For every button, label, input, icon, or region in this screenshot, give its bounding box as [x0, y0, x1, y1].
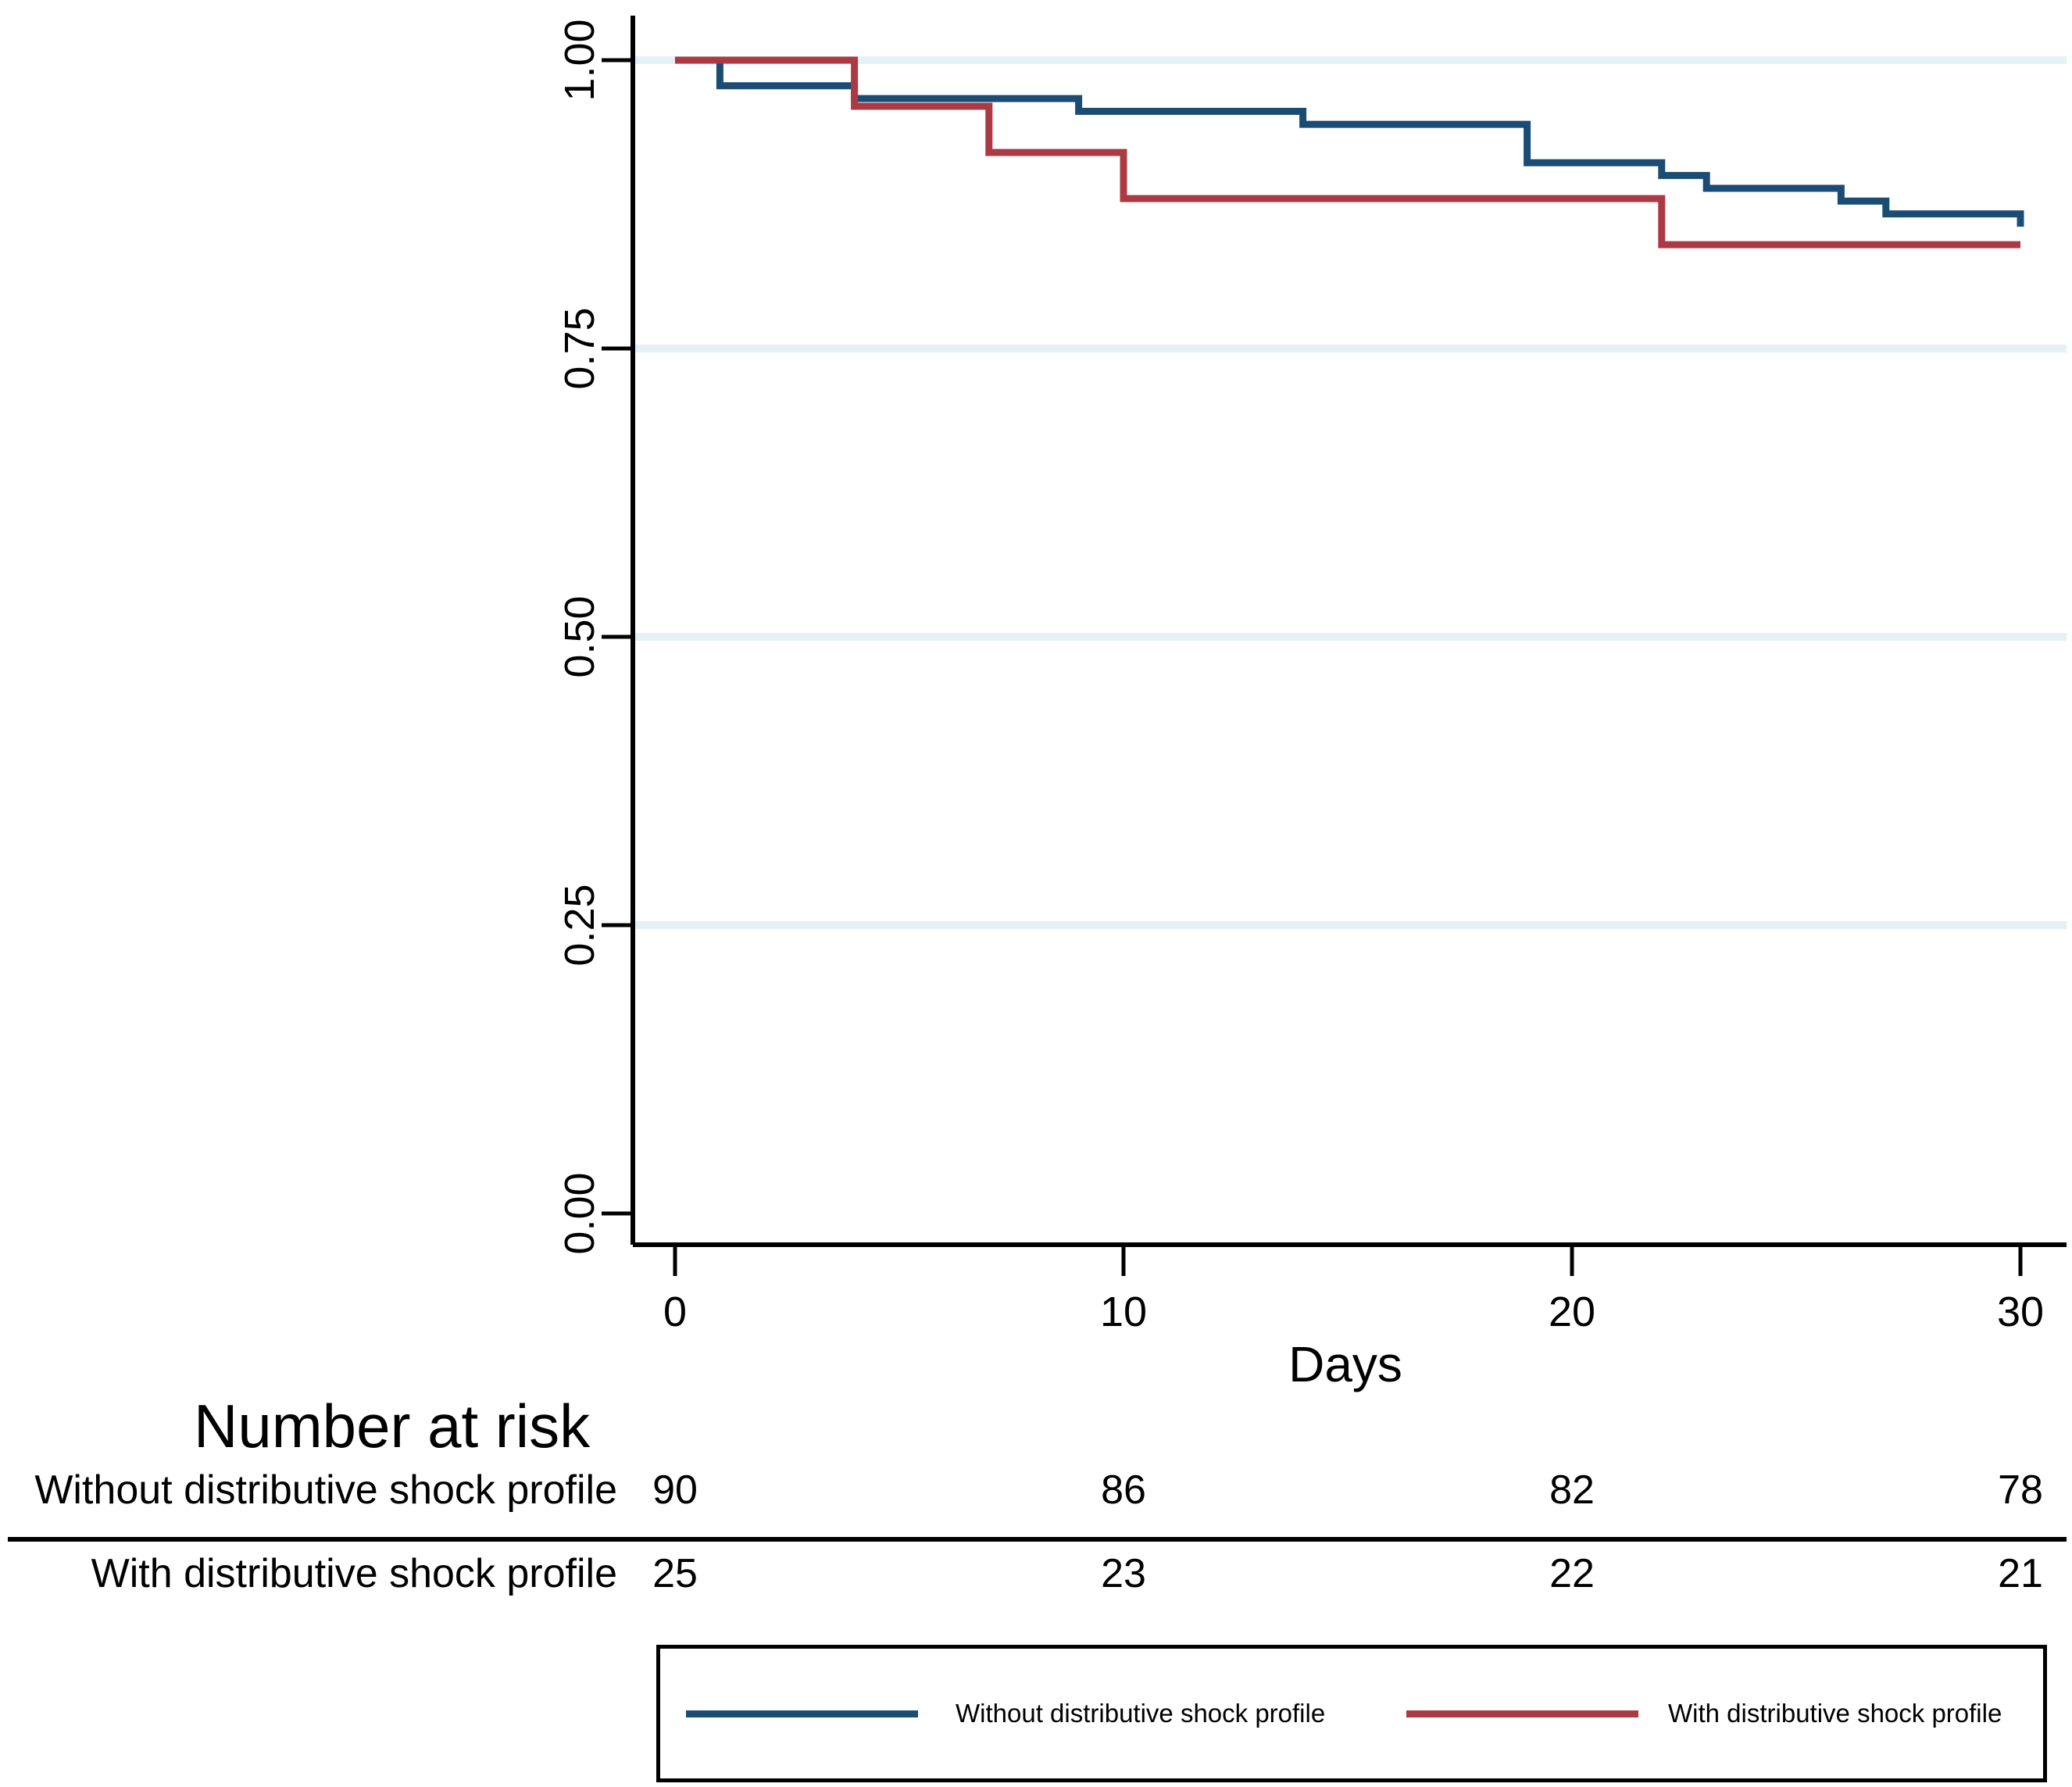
risk-count: 25	[652, 1551, 698, 1596]
axes-group	[631, 16, 2067, 1247]
y-tick-label: 0.50	[556, 595, 603, 677]
x-axis-title: Days	[1288, 1336, 1402, 1392]
legend-label-with-shock: With distributive shock profile	[1668, 1699, 2002, 1728]
legend-swatch-with-shock	[1406, 1710, 1638, 1717]
risk-row-label-without-shock: Without distributive shock profile	[34, 1467, 617, 1513]
y-tick-label: 0.00	[556, 1172, 603, 1254]
x-tick-label: 20	[1549, 1288, 1595, 1335]
risk-count: 22	[1549, 1551, 1595, 1596]
risk-table-title: Number at risk	[194, 1392, 591, 1460]
risk-count: 82	[1549, 1467, 1595, 1513]
risk-count: 78	[1998, 1467, 2043, 1513]
y-tick-label: 1.00	[556, 19, 603, 101]
curves-group	[675, 56, 2024, 248]
risk-count: 23	[1101, 1551, 1146, 1596]
legend-label-without-shock: Without distributive shock profile	[956, 1699, 1326, 1728]
risk-count: 90	[652, 1467, 698, 1513]
risk-count: 21	[1998, 1551, 2043, 1596]
tick-labels-group: 0.00 0.25 0.50 0.75 1.00 0 10 20 30	[556, 19, 2044, 1335]
x-tick-label: 10	[1100, 1288, 1147, 1335]
gridlines-group	[633, 56, 2067, 929]
x-tick-label: 0	[663, 1288, 687, 1335]
risk-table-divider	[8, 1537, 2067, 1542]
y-tick-label: 0.25	[556, 884, 603, 966]
legend: Without distributive shock profile With …	[656, 1645, 2047, 1782]
y-tick-label: 0.75	[556, 307, 603, 389]
risk-count: 86	[1101, 1467, 1146, 1513]
ticks-group	[602, 58, 2023, 1276]
legend-swatch-without-shock	[686, 1710, 918, 1717]
x-tick-label: 30	[1997, 1288, 2044, 1335]
risk-row-label-with-shock: With distributive shock profile	[91, 1551, 617, 1596]
survival-curve-with-shock	[675, 56, 2020, 248]
